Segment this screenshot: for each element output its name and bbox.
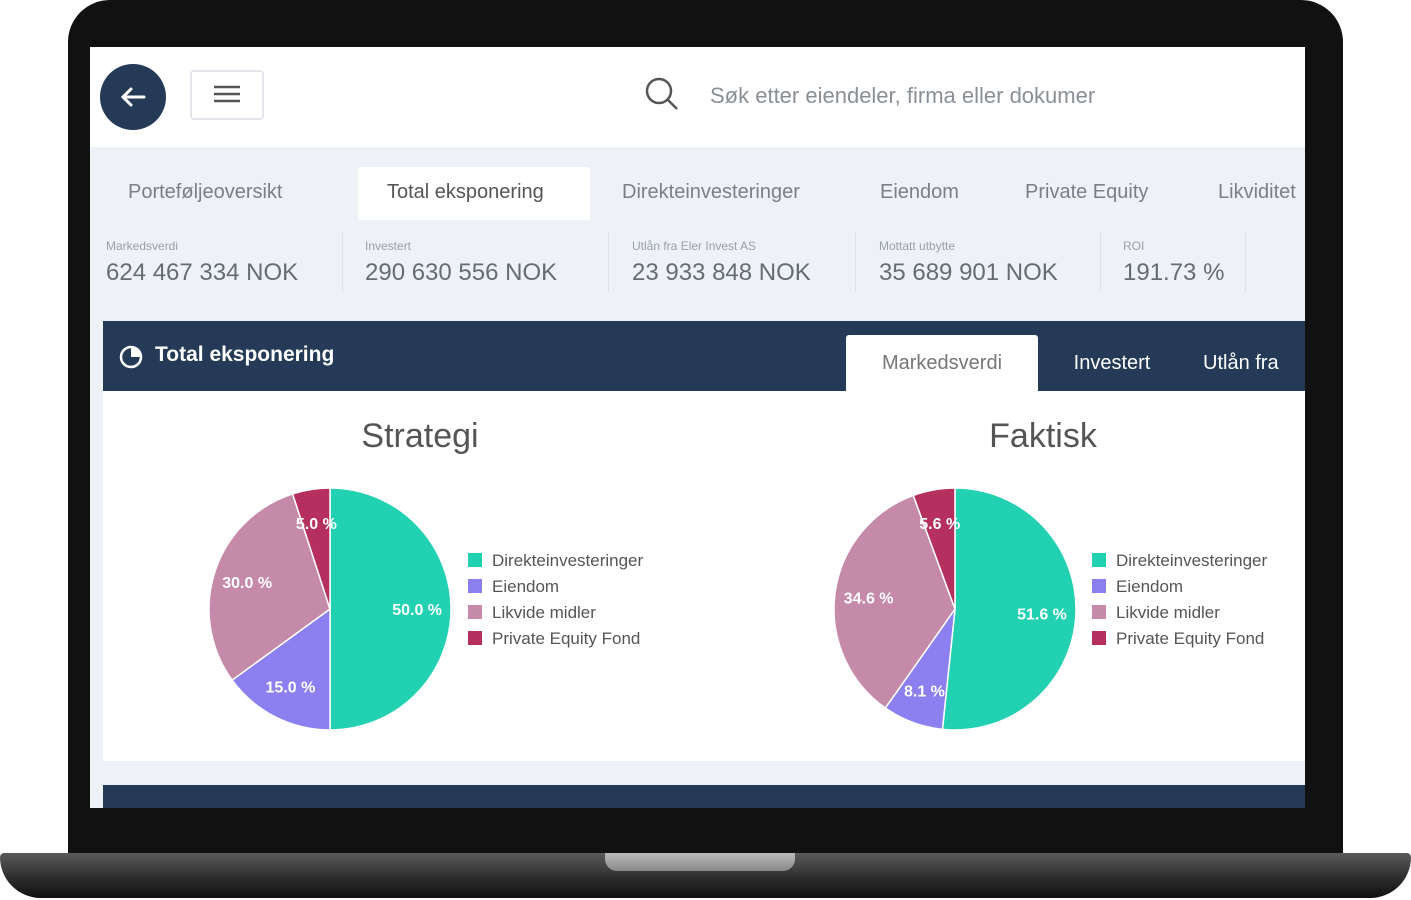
tab[interactable]: Porteføljeoversikt — [128, 181, 283, 203]
legend-swatch — [1092, 579, 1106, 593]
kpi-value: 290 630 556 NOK — [365, 259, 558, 286]
active-tab-bg — [358, 167, 590, 220]
tab[interactable]: Direkteinvesteringer — [622, 181, 800, 203]
slice-label: 5.0 % — [296, 516, 337, 533]
legend-label: Direkteinvesteringer — [1116, 551, 1268, 570]
panel-header: Total eksponering Markedsverdi Investert… — [103, 321, 1305, 391]
kpi-label: ROI — [1123, 239, 1145, 253]
legend-label: Private Equity Fond — [1116, 629, 1264, 648]
kpi-label: Investert — [365, 239, 412, 253]
search-input[interactable]: Søk etter eiendeler, firma eller dokumer — [710, 83, 1096, 108]
next-panel-header — [103, 785, 1305, 808]
pie-slice — [941, 487, 1077, 731]
pie-slice — [231, 607, 331, 731]
legend-label: Likvide midler — [1116, 603, 1220, 622]
slice-label: 15.0 % — [266, 680, 316, 697]
slice-label: 50.0 % — [392, 602, 442, 619]
back-icon — [120, 87, 146, 107]
legend-label: Likvide midler — [492, 603, 596, 622]
legend-swatch — [1092, 605, 1106, 619]
legend-swatch — [1092, 631, 1106, 645]
pie-slice — [329, 487, 452, 731]
legend-swatch — [468, 579, 482, 593]
legend-label: Eiendom — [1116, 577, 1183, 596]
legend-label: Private Equity Fond — [492, 629, 640, 648]
separator — [855, 232, 856, 292]
tab[interactable]: Private Equity — [1025, 181, 1149, 203]
charts: Strategi 50.0 % 15.0 % 30.0 % 5.0 % Direktein… — [208, 417, 1268, 731]
separator — [342, 232, 343, 292]
menu-icon — [214, 85, 240, 103]
panel-title: Total eksponering — [155, 343, 335, 366]
separator — [1245, 232, 1246, 292]
tab[interactable]: Eiendom — [880, 181, 959, 203]
slice-label: 30.0 % — [222, 575, 272, 592]
back-button[interactable] — [100, 64, 166, 130]
screen: Søk etter eiendeler, firma eller dokumer… — [90, 47, 1305, 808]
pie-slice — [833, 494, 956, 709]
kpi-label: Mottatt utbytte — [879, 239, 956, 253]
pie-icon — [119, 345, 143, 369]
separator — [608, 232, 609, 292]
slice-label: 34.6 % — [844, 591, 894, 608]
chart-title: Strategi — [361, 417, 478, 455]
panel-tab[interactable]: Markedsverdi — [846, 335, 1038, 391]
slice-label: 5.6 % — [919, 516, 960, 533]
panel-tab[interactable]: Investert — [1073, 352, 1151, 374]
kpi-value: 23 933 848 NOK — [632, 259, 811, 286]
menu-button[interactable] — [190, 70, 264, 120]
kpi-label: Utlån fra Eler Invest AS — [632, 239, 757, 253]
kpi-value: 191.73 % — [1123, 259, 1225, 286]
chart-title: Faktisk — [989, 417, 1098, 455]
legend-swatch — [468, 553, 482, 567]
slice-label: 51.6 % — [1017, 607, 1067, 624]
kpi-value: 35 689 901 NOK — [879, 259, 1058, 286]
pie-slice — [912, 487, 956, 610]
legend-swatch — [1092, 553, 1106, 567]
pie-slice — [208, 492, 331, 682]
separator — [1100, 232, 1101, 292]
search-icon — [645, 77, 678, 110]
tab[interactable]: Likviditet — [1218, 181, 1296, 203]
kpi-label: Markedsverdi — [106, 239, 179, 253]
slice-label: 8.1 % — [904, 684, 945, 701]
legend-swatch — [468, 605, 482, 619]
legend-label: Eiendom — [492, 577, 559, 596]
kpi-value: 624 467 334 NOK — [106, 259, 299, 286]
top-bar: Søk etter eiendeler, firma eller dokumer — [90, 47, 1305, 147]
laptop-notch — [605, 853, 795, 871]
legend-label: Direkteinvesteringer — [492, 551, 644, 570]
tab[interactable]: Total eksponering — [387, 181, 544, 203]
panel-tab[interactable]: Utlån fra — [1203, 352, 1279, 374]
legend-swatch — [468, 631, 482, 645]
pie-slice — [291, 487, 331, 610]
